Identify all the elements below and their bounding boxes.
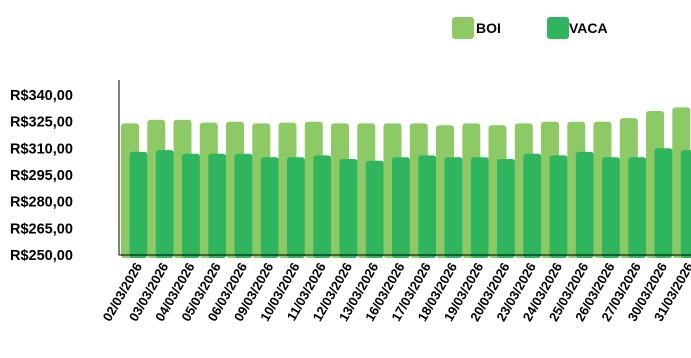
- bar-vaca: [313, 155, 332, 258]
- x-axis-ticks: 02/03/202603/03/202604/03/202605/03/2026…: [100, 260, 691, 324]
- bar-vaca: [339, 159, 358, 258]
- legend-label-boi: BOI: [476, 20, 501, 36]
- legend-label-vaca: VACA: [569, 20, 608, 36]
- bar-vaca: [470, 157, 489, 258]
- bar-vaca: [602, 157, 620, 258]
- bar-vaca: [287, 157, 305, 258]
- bar-vaca: [234, 153, 253, 258]
- bar-vaca: [208, 153, 227, 258]
- bar-vaca: [549, 155, 568, 258]
- y-tick-label: R$325,00: [10, 115, 73, 131]
- y-tick-label: R$295,00: [10, 168, 73, 184]
- bar-vaca: [155, 150, 174, 258]
- y-tick-label: R$340,00: [10, 88, 73, 104]
- bar-vaca: [129, 151, 148, 258]
- bar-vaca: [182, 153, 200, 258]
- y-tick-label: R$280,00: [10, 195, 73, 211]
- legend: BOI VACA: [452, 17, 608, 39]
- bar-vaca: [654, 148, 673, 258]
- bar-vaca: [680, 150, 691, 258]
- y-tick-label: R$250,00: [10, 248, 73, 264]
- bar-vaca: [365, 160, 384, 258]
- y-tick-label: R$265,00: [10, 221, 73, 237]
- legend-swatch-vaca: [547, 17, 569, 39]
- y-axis-ticks: R$340,00 R$325,00 R$310,00 R$295,00 R$280,00…: [10, 88, 73, 264]
- bar-vaca: [628, 157, 647, 258]
- legend-swatch-boi: [452, 17, 474, 39]
- bar-vaca: [523, 153, 542, 258]
- bar-vaca: [418, 155, 437, 258]
- bar-vaca: [444, 157, 463, 258]
- bar-vaca: [260, 157, 279, 258]
- bar-vaca: [497, 159, 515, 258]
- y-tick-label: R$310,00: [10, 141, 73, 157]
- bars: [121, 107, 691, 259]
- bar-vaca: [392, 157, 410, 258]
- bar-vaca: [575, 151, 594, 258]
